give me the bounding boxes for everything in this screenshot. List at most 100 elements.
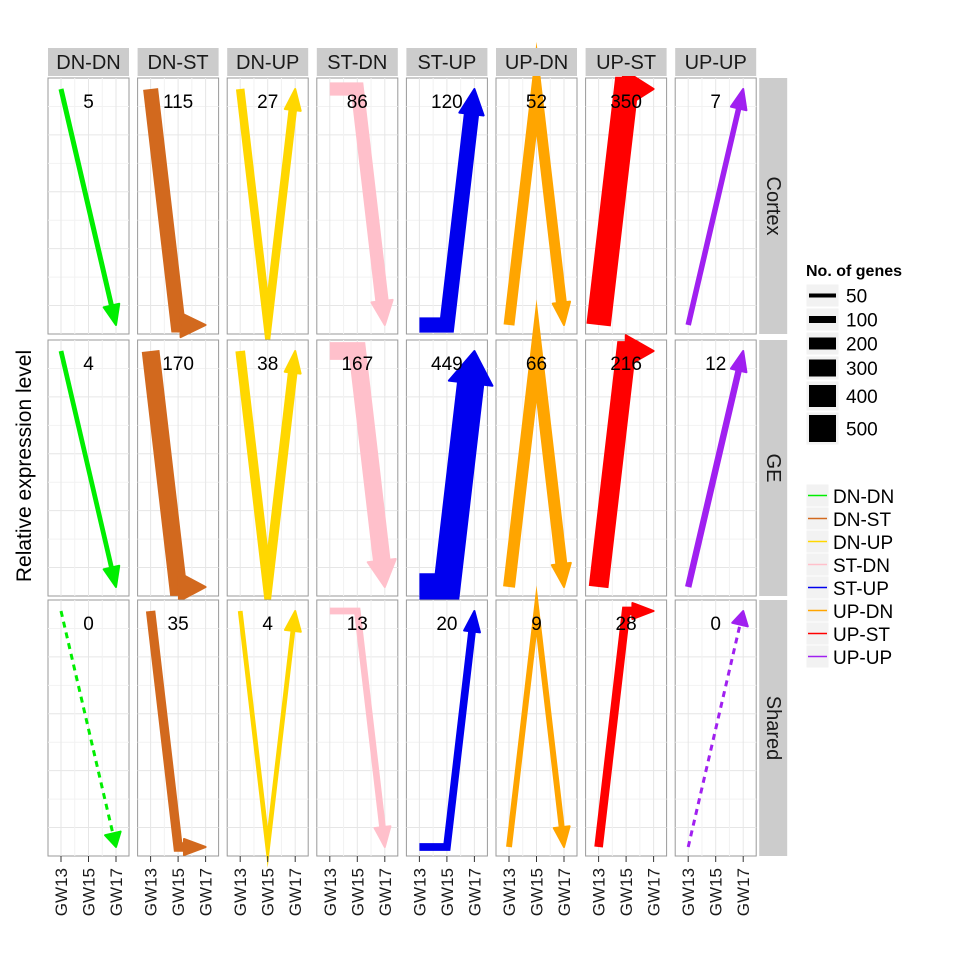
x-tick-label-dn-st-gw13: GW13 [142,868,161,916]
col-strip-st-up [406,48,488,76]
x-tick-label-up-dn-gw15: GW15 [528,868,547,916]
size-key-swatch-100 [809,316,836,323]
size-key-swatch-50 [809,293,836,298]
panel-cortex-dn-st: 115 [137,77,220,339]
count-label-ge-dn-st: 170 [162,354,194,375]
arrow-head-shared-dn-up [283,610,302,633]
size-key-label-50: 50 [846,287,867,308]
x-tick-label-st-dn-gw13: GW13 [321,868,340,916]
count-label-shared-up-st: 28 [616,614,637,635]
x-tick-label-up-up-gw13: GW13 [679,868,698,916]
trend-line-cortex-dn-up [235,88,298,362]
panel-cortex-up-st: 350 [585,68,668,335]
col-strip-label-up-up: UP-UP [685,52,747,74]
col-strip-st-dn [316,48,398,76]
panel-cortex-st-dn: 86 [316,77,399,335]
col-strip-label-dn-st: DN-ST [148,52,209,74]
col-strip-label-dn-dn: DN-DN [56,52,120,74]
x-tick-label-dn-dn-gw13: GW13 [52,868,71,916]
color-key-label-up-dn: UP-DN [833,602,893,623]
size-key-label-500: 500 [846,420,878,441]
x-tick-label-dn-st-gw17: GW17 [197,868,216,916]
col-strip-label-dn-up: DN-UP [236,52,299,74]
panel-ge-st-dn: 167 [316,339,399,597]
count-label-cortex-up-st: 350 [610,92,642,113]
trend-line-shared-st-dn [329,607,387,832]
color-key-label-dn-dn: DN-DN [833,487,894,508]
facet-panels: 5 115 27 86 120 52 350 74 170 38 167 449 66 216 120 35 4… [47,41,757,868]
arrow-head-cortex-dn-up [283,88,302,112]
x-tick-label-dn-dn-gw17: GW17 [107,868,126,916]
panel-cortex-up-up: 7 [674,77,757,335]
count-label-ge-dn-up: 38 [257,354,278,375]
panel-shared-up-dn: 9 [495,585,578,857]
panel-shared-st-up: 20 [405,599,488,857]
arrow-head-ge-up-dn [550,561,572,588]
panel-ge-up-up: 12 [674,339,757,597]
col-strip-label-st-dn: ST-DN [327,52,387,74]
col-strip-label-up-dn: UP-DN [505,52,568,74]
count-label-cortex-up-dn: 52 [526,92,547,113]
arrow-head-shared-st-up [463,610,481,634]
row-strip-label-ge: GE [762,454,784,483]
row-strips: Cortex GE Shared [759,78,788,856]
panel-shared-dn-dn: 0 [47,599,130,857]
count-label-cortex-dn-st: 115 [163,92,193,113]
x-tick-label-up-up-gw17: GW17 [734,868,753,916]
x-tick-label-st-up-gw17: GW17 [465,868,484,916]
trend-line-cortex-st-dn [329,82,390,307]
size-legend-title: No. of genes [806,263,902,280]
arrow-head-ge-dn-up [283,350,302,375]
x-tick-label-st-dn-gw17: GW17 [376,868,395,916]
color-key-label-dn-up: DN-UP [833,533,893,554]
trend-line-ge-st-up [419,375,486,601]
trend-line-shared-dn-dn [59,610,115,837]
arrow-head-cortex-dn-dn [102,302,121,326]
arrow-head-shared-up-up [731,610,749,628]
col-strip-dn-dn [48,48,129,76]
x-tick-label-dn-st-gw15: GW15 [169,868,188,916]
arrow-head-ge-st-up [447,350,494,387]
trend-line-shared-dn-up [237,610,296,868]
x-tick-label-dn-up-gw15: GW15 [259,868,278,916]
panel-cortex-up-dn: 52 [495,41,578,335]
count-label-cortex-up-up: 7 [710,92,721,113]
x-tick-label-st-up-gw13: GW13 [410,868,429,916]
size-key-swatch-300 [809,359,836,377]
row-strip-shared [759,600,788,856]
size-key-label-100: 100 [846,311,878,332]
arrow-head-ge-dn-st [177,571,207,603]
col-strip-label-up-st: UP-ST [596,52,656,74]
arrow-head-cortex-up-up [729,88,748,112]
x-tick-label-dn-up-gw13: GW13 [231,868,250,916]
col-strip-dn-up [227,48,309,76]
trend-line-ge-st-dn [329,342,392,567]
row-strip-label-shared: Shared [762,696,784,761]
count-label-shared-up-dn: 9 [531,614,542,635]
panel-cortex-st-up: 120 [405,77,488,335]
panel-shared-dn-st: 35 [137,599,220,857]
count-label-shared-dn-dn: 0 [83,614,94,635]
panel-ge-dn-st: 170 [137,339,220,603]
count-label-shared-st-dn: 13 [347,614,368,635]
x-tick-label-up-st-gw15: GW15 [617,868,636,916]
arrow-head-ge-up-st [624,334,655,368]
count-label-ge-st-dn: 167 [341,354,373,375]
trend-line-shared-up-up [686,621,743,848]
count-label-ge-st-up: 449 [431,354,463,375]
trend-line-cortex-up-up [685,103,743,326]
size-key-swatch-200 [809,337,836,350]
arrow-head-ge-dn-dn [102,564,121,588]
y-axis-label: Relative expression level [13,350,36,582]
trend-line-ge-up-dn [503,299,568,588]
size-legend: No. of genes 50 100 200 300 400 500 [805,263,902,446]
arrow-head-ge-up-up [729,350,748,374]
size-key-swatch-500 [809,415,836,442]
trend-line-cortex-dn-dn [58,88,115,310]
panel-shared-up-up: 0 [674,599,757,857]
count-label-cortex-dn-dn: 5 [83,92,94,113]
row-strip-ge [759,340,788,596]
arrow-head-shared-up-dn [552,825,571,848]
row-strip-label-cortex: Cortex [762,177,784,236]
